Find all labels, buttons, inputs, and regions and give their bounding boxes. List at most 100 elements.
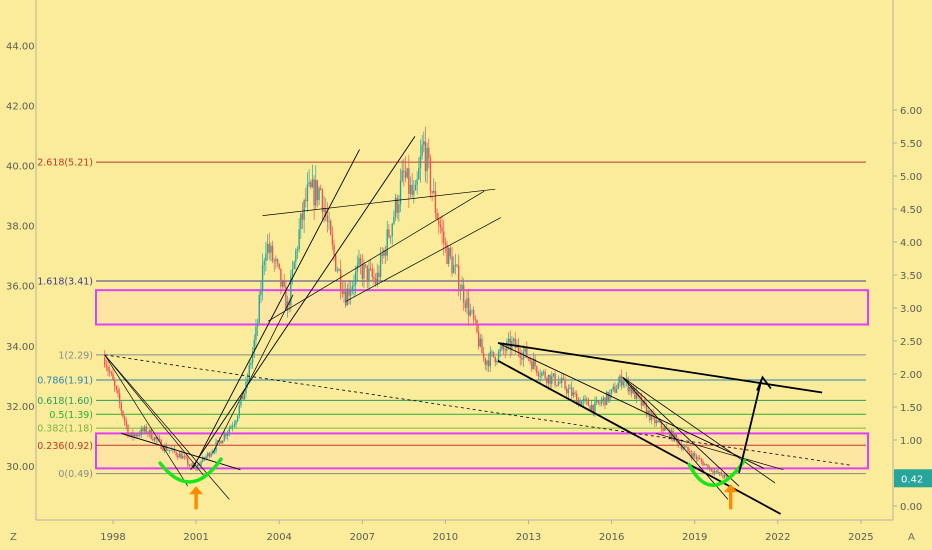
candle-body: [499, 349, 501, 352]
candle-body: [236, 415, 239, 421]
candle-body: [506, 341, 508, 351]
candle-body: [251, 351, 254, 363]
candle-body: [283, 281, 285, 287]
candle-body: [466, 298, 468, 308]
candle-body: [391, 223, 393, 237]
candle-body: [590, 404, 593, 410]
candle-body: [291, 268, 294, 277]
candle-body: [325, 207, 327, 216]
candle-body: [413, 190, 415, 195]
candle-body: [285, 286, 287, 311]
candle-body: [436, 212, 438, 220]
x-axis-tick: 2025: [848, 532, 873, 543]
candle-body: [135, 434, 137, 437]
candle-body: [694, 453, 696, 457]
candle-body: [147, 432, 149, 434]
candle-body: [652, 413, 654, 416]
candle-body: [295, 250, 297, 263]
candle-body: [338, 269, 340, 271]
right-axis-tick: 4.50: [900, 205, 922, 216]
candle-body: [180, 453, 182, 459]
candle-body: [446, 244, 448, 264]
candle-body: [595, 400, 598, 402]
candle-body: [303, 200, 305, 220]
corner-label-right[interactable]: A: [908, 532, 915, 543]
candle-body: [494, 356, 496, 363]
right-axis-tick: 3.00: [900, 304, 922, 315]
x-axis-tick: 2022: [765, 532, 790, 543]
candle-body: [306, 184, 309, 202]
candle-body: [539, 375, 541, 377]
candle-body: [117, 389, 119, 394]
candle-body: [702, 461, 704, 466]
candle-body: [268, 243, 270, 253]
candle-body: [655, 420, 658, 424]
candle-body: [542, 371, 545, 373]
candle-body: [462, 284, 465, 303]
drawing-layer: [104, 136, 850, 515]
candle-body: [624, 380, 626, 382]
candle-body: [549, 374, 551, 384]
candle-body: [703, 464, 706, 466]
candle-body: [472, 310, 475, 320]
trend-line: [738, 380, 763, 474]
candle-body: [326, 215, 329, 222]
candle-body: [273, 260, 275, 262]
candle-body: [594, 401, 596, 413]
fib-level-label: 0.618(1.60): [37, 396, 93, 407]
candle-body: [561, 378, 563, 383]
candle-body: [609, 392, 611, 400]
candle-body: [527, 357, 530, 359]
candle-body: [168, 450, 171, 451]
candle-body: [597, 400, 600, 403]
candle-body: [514, 338, 516, 348]
fib-level-label: 0(0.49): [58, 469, 93, 480]
candle-body: [403, 170, 405, 172]
candle-body: [271, 245, 274, 261]
candle-body: [323, 207, 325, 212]
fib-level-label: 1.618(3.41): [37, 276, 93, 287]
candle-body: [138, 434, 141, 436]
candle-body: [123, 416, 126, 422]
candle-body: [664, 427, 666, 431]
candle-body: [318, 188, 320, 201]
left-axis-tick: 40.00: [6, 162, 35, 173]
x-axis-tick: 2013: [516, 532, 541, 543]
candle-body: [627, 378, 629, 392]
candle-body: [619, 375, 621, 384]
candle-body: [453, 265, 455, 274]
corner-label-left[interactable]: Z: [10, 532, 17, 543]
candle-body: [226, 432, 229, 436]
candle-body: [153, 437, 156, 441]
candle-body: [125, 421, 127, 426]
candle-body: [660, 421, 663, 429]
candle-body: [349, 290, 352, 296]
candle-body: [266, 243, 269, 254]
candle-body: [344, 291, 347, 306]
candle-body: [720, 472, 722, 476]
candle-body: [290, 276, 292, 306]
candle-body: [582, 399, 585, 402]
candle-body: [419, 155, 422, 169]
candle-body: [433, 190, 435, 193]
support-resistance-zone: [95, 289, 869, 326]
candle-body: [339, 269, 342, 290]
candle-body: [449, 247, 452, 257]
candle-body: [231, 426, 234, 427]
candle-body: [575, 393, 578, 405]
candle-body: [622, 381, 624, 386]
last-price-tag: [894, 469, 932, 488]
right-axis-tick: 0.00: [900, 502, 922, 513]
candle-body: [487, 360, 490, 367]
candle-body: [551, 376, 553, 384]
candle-body: [496, 360, 498, 363]
candle-body: [376, 272, 378, 284]
candle-body: [454, 264, 457, 266]
candle-body: [122, 410, 124, 417]
candle-body: [534, 358, 536, 367]
candle-body: [639, 395, 641, 398]
right-axis-tick: 3.50: [900, 271, 922, 282]
candle-body: [115, 385, 118, 390]
candle-body: [235, 420, 237, 425]
